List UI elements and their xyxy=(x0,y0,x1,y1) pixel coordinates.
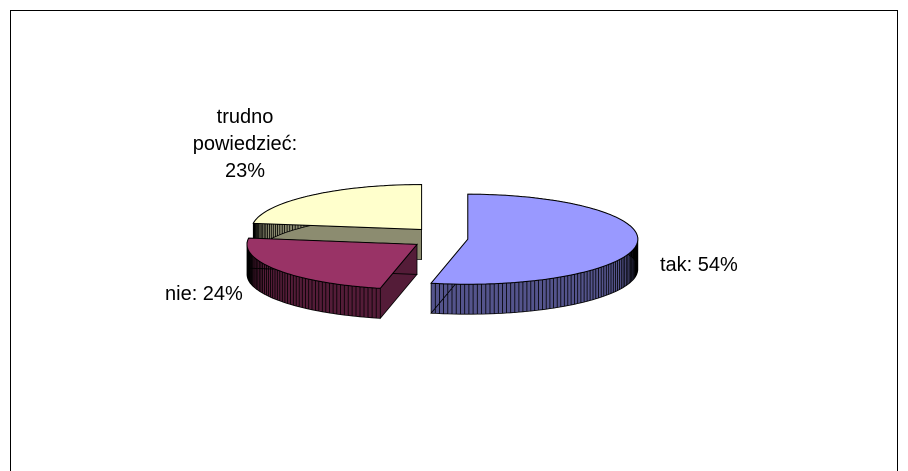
slice xyxy=(430,193,639,285)
slice xyxy=(252,183,423,231)
slice-label: nie: 24% xyxy=(165,283,243,305)
slice-label: tak: 54% xyxy=(660,254,738,276)
chart-frame xyxy=(10,10,898,471)
slice xyxy=(246,237,419,289)
slice-label: trudno powiedzieć: 23% xyxy=(192,106,298,182)
